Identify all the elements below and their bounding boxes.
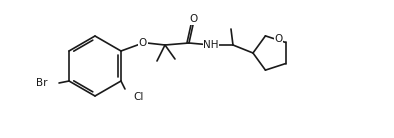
Text: O: O (274, 34, 282, 44)
Text: Cl: Cl (133, 92, 143, 102)
Text: O: O (139, 38, 147, 48)
Text: O: O (190, 14, 198, 24)
Text: NH: NH (203, 40, 219, 50)
Text: Br: Br (35, 78, 47, 88)
